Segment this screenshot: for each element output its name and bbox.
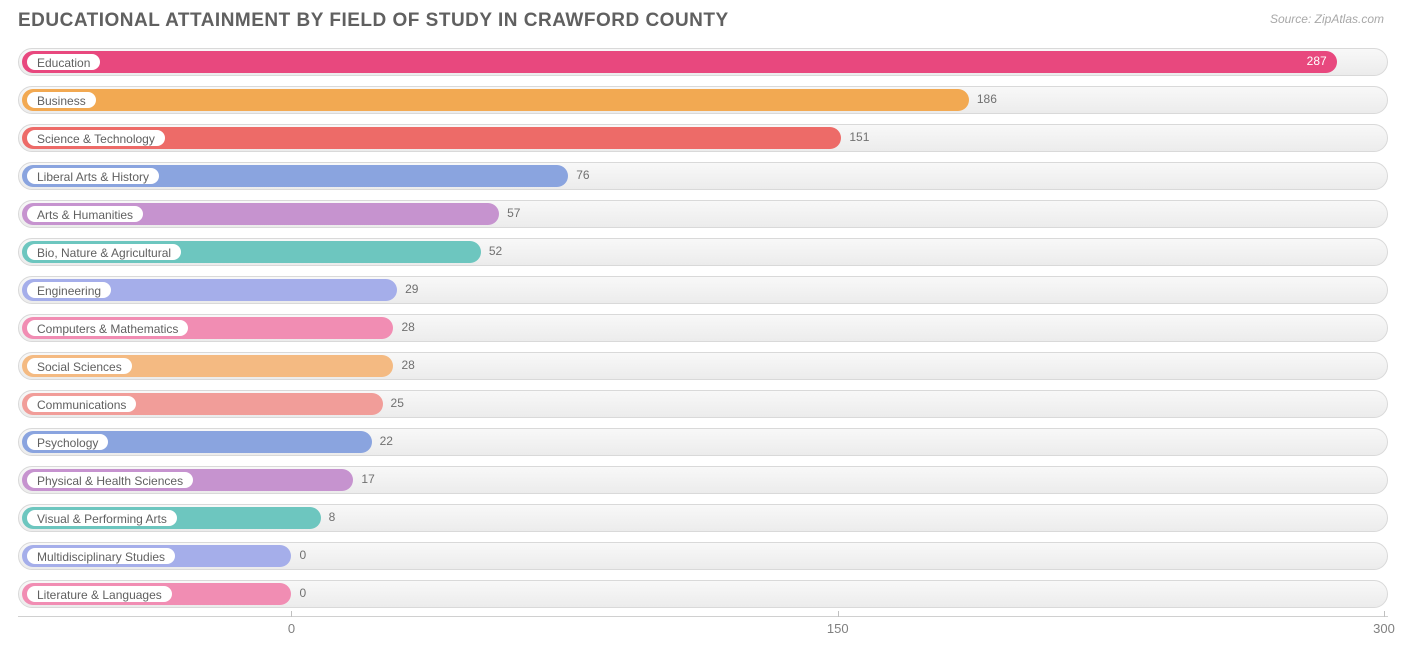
axis-tick (291, 611, 292, 617)
axis-tick (1384, 611, 1385, 617)
bar-value: 25 (391, 396, 404, 410)
bar-value: 0 (299, 586, 306, 600)
bar-label-pill: Psychology (26, 433, 109, 451)
bar-fill (22, 51, 1337, 73)
axis-tick-label: 300 (1373, 621, 1395, 636)
bar-value: 76 (576, 168, 589, 182)
bar-row: Multidisciplinary Studies 0 (18, 540, 1388, 572)
bar-label-pill: Engineering (26, 281, 112, 299)
bar-value: 22 (380, 434, 393, 448)
bar-value: 0 (299, 548, 306, 562)
bar-row: Bio, Nature & Agricultural 52 (18, 236, 1388, 268)
axis-tick (838, 611, 839, 617)
bar-value: 29 (405, 282, 418, 296)
bar-label-pill: Social Sciences (26, 357, 133, 375)
bar-value: 151 (849, 130, 869, 144)
bar-label-pill: Education (26, 53, 101, 71)
bar-label-pill: Literature & Languages (26, 585, 173, 603)
bar-value: 186 (977, 92, 997, 106)
bar-row: Psychology 22 (18, 426, 1388, 458)
bar-value: 28 (401, 358, 414, 372)
chart-source: Source: ZipAtlas.com (1270, 12, 1384, 26)
chart-title: EDUCATIONAL ATTAINMENT BY FIELD OF STUDY… (18, 10, 1388, 40)
bar-row: Business 186 (18, 84, 1388, 116)
bar-value: 287 (1307, 54, 1327, 68)
bar-label-pill: Bio, Nature & Agricultural (26, 243, 182, 261)
bar-value: 8 (329, 510, 336, 524)
bar-row: Science & Technology 151 (18, 122, 1388, 154)
x-axis: 0150300 (18, 616, 1388, 646)
axis-tick-label: 150 (827, 621, 849, 636)
bar-label-pill: Liberal Arts & History (26, 167, 160, 185)
bar-value: 57 (507, 206, 520, 220)
bar-row: Education 287 (18, 46, 1388, 78)
axis-tick-label: 0 (288, 621, 295, 636)
bar-label-pill: Communications (26, 395, 137, 413)
bar-label-pill: Multidisciplinary Studies (26, 547, 176, 565)
bar-label-pill: Physical & Health Sciences (26, 471, 194, 489)
chart-area: Education 287 Business 186 Science & Technol… (18, 40, 1388, 646)
bar-row: Physical & Health Sciences 17 (18, 464, 1388, 496)
bar-value: 17 (361, 472, 374, 486)
bar-row: Visual & Performing Arts 8 (18, 502, 1388, 534)
bar-row: Engineering 29 (18, 274, 1388, 306)
bar-label-pill: Visual & Performing Arts (26, 509, 178, 527)
bar-row: Communications 25 (18, 388, 1388, 420)
bar-fill (22, 89, 969, 111)
bar-row: Computers & Mathematics 28 (18, 312, 1388, 344)
bar-value: 28 (401, 320, 414, 334)
bar-row: Arts & Humanities 57 (18, 198, 1388, 230)
bar-label-pill: Arts & Humanities (26, 205, 144, 223)
bar-row: Literature & Languages 0 (18, 578, 1388, 610)
bar-label-pill: Business (26, 91, 97, 109)
bar-label-pill: Science & Technology (26, 129, 166, 147)
bar-row: Liberal Arts & History 76 (18, 160, 1388, 192)
bar-label-pill: Computers & Mathematics (26, 319, 189, 337)
bar-row: Social Sciences 28 (18, 350, 1388, 382)
bar-value: 52 (489, 244, 502, 258)
